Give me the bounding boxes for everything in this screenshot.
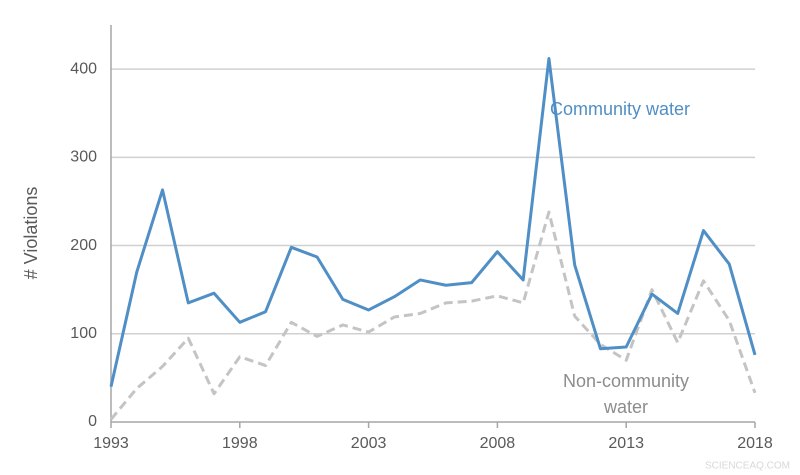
x-tick-label: 2013 [608, 435, 644, 452]
series-line [109, 57, 757, 388]
x-tick-label: 1993 [93, 435, 129, 452]
y-tick-label: 400 [70, 60, 97, 77]
x-tick-label: 1998 [222, 435, 258, 452]
y-tick-label: 300 [70, 149, 97, 166]
y-axis-label: # Violations [21, 187, 41, 280]
series-label: Non-community water [562, 371, 690, 417]
x-tick-label: 2003 [351, 435, 387, 452]
watermark: SCIENCEAQ.COM [705, 461, 790, 472]
x-tick-label: 2008 [480, 435, 516, 452]
x-tick-label: 2018 [737, 435, 773, 452]
series-label: Community water [549, 99, 691, 119]
y-tick-label: 100 [70, 325, 97, 342]
y-tick-label: 200 [70, 237, 97, 254]
y-tick-label: 0 [88, 413, 97, 430]
